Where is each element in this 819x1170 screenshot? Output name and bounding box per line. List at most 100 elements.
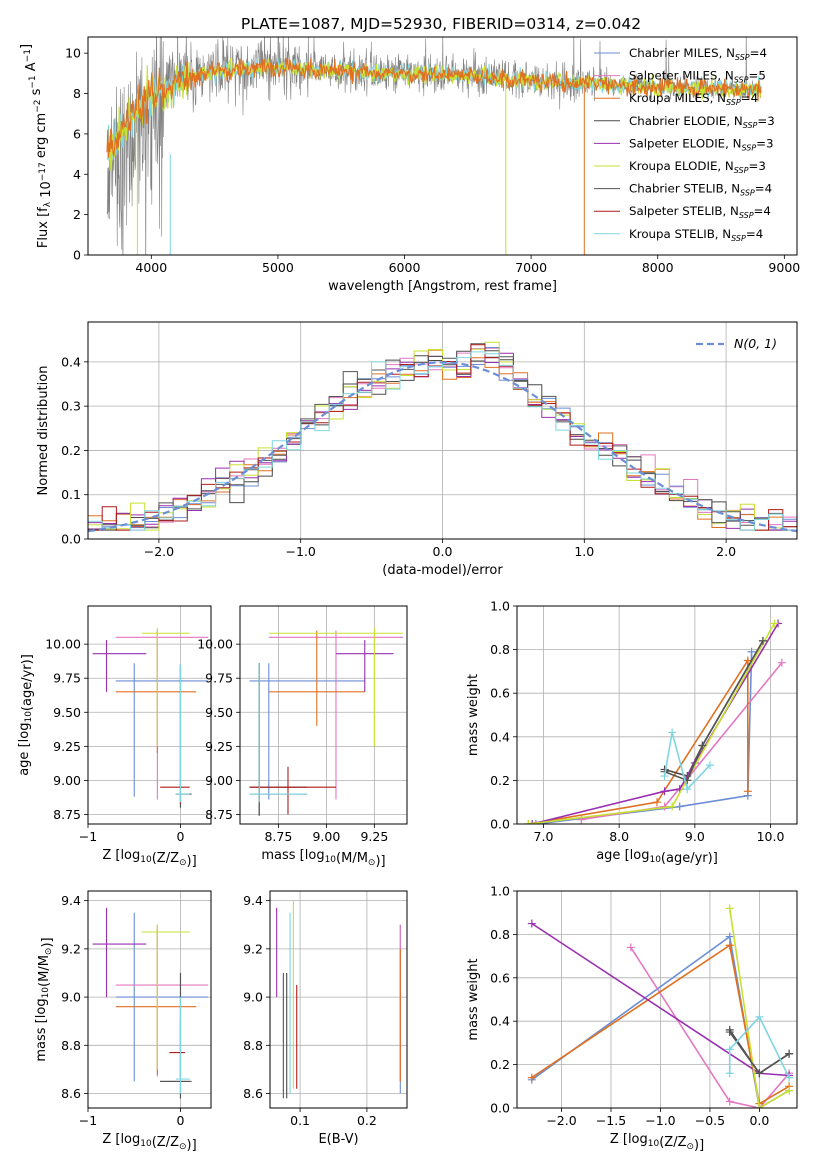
x-axis-label: Z [log10(Z/Z⊙)] xyxy=(102,1132,196,1153)
residual-histogram xyxy=(88,351,797,531)
mass-weight-marker xyxy=(755,1104,764,1108)
mass-weight-line xyxy=(531,943,790,1105)
x-axis-label: (data-model)/error xyxy=(382,563,503,578)
x-tick-label: 0 xyxy=(177,1113,185,1128)
y-tick-label: 9.2 xyxy=(243,941,263,956)
mass-weight-marker xyxy=(683,785,692,794)
model-spectrum-line xyxy=(106,57,762,158)
legend-entry: Kroupa ELODIE, NSSP=3 xyxy=(629,159,766,175)
y-tick-label: 9.50 xyxy=(53,705,81,720)
mass-weight-marker xyxy=(747,647,756,656)
legend-entry: Salpeter STELIB, NSSP=4 xyxy=(629,204,771,220)
legend: N(0, 1) xyxy=(696,336,777,351)
x-tick-label: 7000 xyxy=(515,260,547,275)
x-tick-label: −1.0 xyxy=(286,544,316,559)
x-tick-label: 5000 xyxy=(262,260,294,275)
y-tick-label: 9.25 xyxy=(53,739,81,754)
y-tick-label: 8.6 xyxy=(61,1086,81,1101)
y-axis-label: mass weight xyxy=(466,674,481,756)
mass-weight-marker xyxy=(725,932,734,941)
y-tick-label: 6 xyxy=(73,126,81,141)
axes: −2.0 −1.0 0.0 1.0 2.0 0.0 0.1 0.2 0.3 0.4 (data-mo… xyxy=(36,321,798,578)
x-tick-label: 8000 xyxy=(642,260,674,275)
y-tick-label: 0.4 xyxy=(490,729,510,744)
mass-weight-marker xyxy=(527,919,536,928)
plot-area xyxy=(276,900,401,1099)
x-tick-label: −0.5 xyxy=(695,1113,725,1128)
mass-weight-marker xyxy=(668,728,677,737)
x-tick-label: 0.0 xyxy=(433,544,453,559)
y-axis-label: mass [log10(M/M⊙)] xyxy=(34,937,55,1061)
x-tick-label: 2.0 xyxy=(716,544,736,559)
axes-frame xyxy=(269,890,408,1109)
y-tick-label: 9.50 xyxy=(205,705,233,720)
y-tick-label: 8 xyxy=(73,86,81,101)
mass-weight-marker xyxy=(524,820,533,824)
x-tick-label: 0.0 xyxy=(749,1113,769,1128)
y-axis-label: mass weight xyxy=(466,958,481,1040)
y-tick-label: 0.0 xyxy=(61,532,81,547)
legend-entry: Chabrier MILES, NSSP=4 xyxy=(629,46,767,62)
mass-weight-vs-age-panel: 7.0 8.0 9.0 10.0 0.0 0.2 0.4 0.6 0.8 1.0 age [log1… xyxy=(466,599,798,866)
legend-entry: Chabrier STELIB, NSSP=4 xyxy=(629,182,772,198)
plot-area xyxy=(527,904,794,1108)
mass-weight-marker xyxy=(785,1086,794,1095)
axes-frame xyxy=(87,890,212,1109)
y-tick-label: 10.00 xyxy=(45,637,81,652)
x-tick-label: 4000 xyxy=(135,260,167,275)
y-tick-label: 0.0 xyxy=(490,1101,510,1116)
age-vs-mass-panel: 8.75 9.00 9.25 8.75 9.00 9.25 9.50 9.75 10.00 mas… xyxy=(197,605,408,869)
mass-weight-marker xyxy=(755,1012,764,1021)
x-tick-label: 9.0 xyxy=(685,829,705,844)
x-tick-label: −1 xyxy=(79,1113,97,1128)
axes: 8.75 9.00 9.25 8.75 9.00 9.25 9.50 9.75 10.00 mas… xyxy=(197,605,408,869)
legend-entry: Salpeter MILES, NSSP=5 xyxy=(629,69,766,85)
model-spectrum-line xyxy=(106,57,762,172)
y-tick-label: 9.4 xyxy=(61,893,81,908)
mass-weight-marker xyxy=(725,1028,734,1037)
y-tick-label: 0.8 xyxy=(490,927,510,942)
y-axis-label: age [log10(age/yr)] xyxy=(17,654,35,776)
y-tick-label: 9.00 xyxy=(53,773,81,788)
mass-weight-marker xyxy=(785,1073,794,1082)
axes: 7.0 8.0 9.0 10.0 0.0 0.2 0.4 0.6 0.8 1.0 age [log1… xyxy=(466,599,798,866)
mass-weight-marker xyxy=(725,1045,734,1054)
y-tick-label: 8.8 xyxy=(61,1038,81,1053)
mass-weight-marker xyxy=(531,820,540,824)
y-tick-label: 8.6 xyxy=(243,1086,263,1101)
axes-frame xyxy=(87,36,798,256)
mass-weight-line xyxy=(528,657,749,824)
mass-weight-marker xyxy=(743,787,752,796)
mass-weight-marker xyxy=(755,1069,764,1078)
mass-weight-marker xyxy=(758,636,767,645)
plot-area xyxy=(92,907,209,1099)
mass-weight-vs-z-panel: −2.0 −1.5 −1.0 −0.5 0.0 0.0 0.2 0.4 0.6 0.8 1.0 Z [… xyxy=(466,884,798,1153)
gaussian-curve xyxy=(88,361,797,533)
y-tick-label: 9.25 xyxy=(205,739,233,754)
axes-frame xyxy=(87,605,212,825)
mass-weight-marker xyxy=(725,1069,734,1078)
axes: −2.0 −1.5 −1.0 −0.5 0.0 0.0 0.2 0.4 0.6 0.8 1.0 Z [… xyxy=(466,884,798,1153)
legend-entry: Kroupa STELIB, NSSP=4 xyxy=(629,227,763,243)
plot-area xyxy=(249,627,404,816)
mass-vs-ebv-panel: 0.1 0.2 8.6 8.8 9.0 9.2 9.4 E(B-V) xyxy=(243,890,408,1147)
y-tick-label: 9.0 xyxy=(243,990,263,1005)
legend-entry: Salpeter ELODIE, NSSP=3 xyxy=(629,136,774,152)
mass-weight-marker xyxy=(725,1097,734,1106)
figure-title: PLATE=1087, MJD=52930, FIBERID=0314, z=0… xyxy=(241,15,641,33)
x-tick-label: −2.0 xyxy=(546,1113,576,1128)
mass-weight-marker xyxy=(777,658,786,667)
y-tick-label: 0.6 xyxy=(490,686,510,701)
x-tick-label: 0 xyxy=(177,829,185,844)
mass-weight-line xyxy=(531,622,779,824)
y-tick-label: 0.0 xyxy=(490,817,510,832)
y-tick-label: 0.4 xyxy=(61,354,81,369)
y-tick-label: 9.0 xyxy=(61,990,81,1005)
mass-weight-marker xyxy=(705,761,714,770)
plot-area xyxy=(106,37,762,255)
x-axis-label: wavelength [Angstrom, rest frame] xyxy=(328,279,557,294)
mass-weight-marker xyxy=(743,656,752,665)
y-tick-label: 0.8 xyxy=(490,642,510,657)
y-tick-label: 0.6 xyxy=(490,970,510,985)
